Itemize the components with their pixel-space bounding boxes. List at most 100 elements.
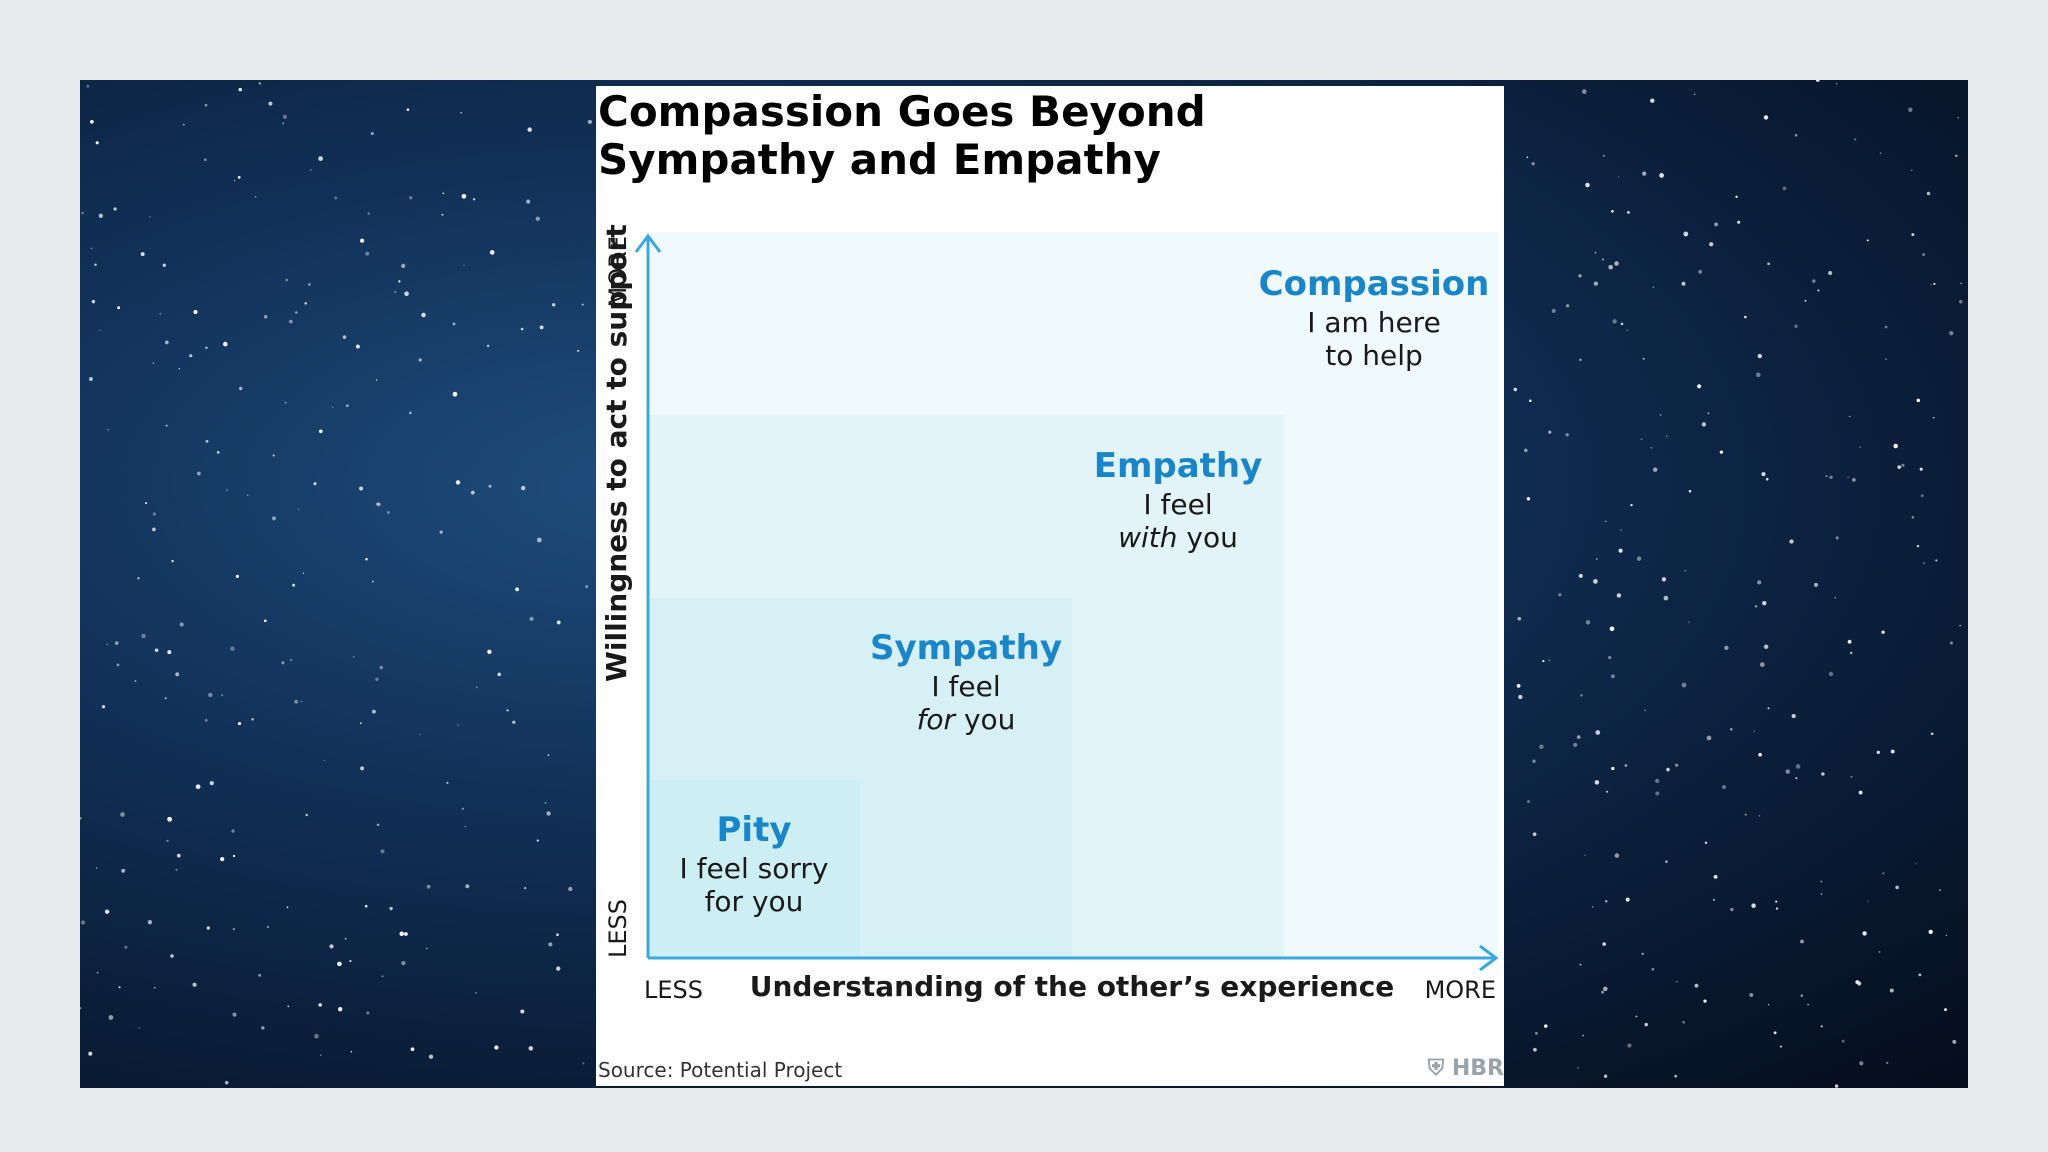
star [308,283,311,286]
star [231,829,235,833]
star [204,103,208,107]
star [1882,872,1885,875]
star [1655,778,1660,784]
brand-mark: ⛨ HBR [1428,1056,1504,1081]
star [380,849,385,854]
star [1762,601,1767,606]
star [1763,115,1769,120]
star [446,781,449,785]
star [1850,776,1853,778]
star [1829,475,1833,480]
star [520,1009,525,1014]
star [536,537,542,543]
level-text-compassion-line2: to help [1325,339,1423,372]
star [137,577,140,580]
star [193,309,198,315]
star [80,816,82,820]
star [1794,324,1798,328]
star [1582,1034,1584,1037]
star [1884,325,1888,329]
star [1602,942,1606,946]
star [1847,639,1852,644]
star [1923,562,1926,565]
star [224,1080,229,1085]
level-text-pity-line2: for you [705,885,804,918]
star [1775,900,1778,903]
star [1681,281,1686,286]
star [349,959,352,963]
star [266,925,269,929]
star [1661,577,1667,582]
star [1659,414,1662,416]
star [1866,239,1869,242]
star [152,362,155,364]
star [268,101,273,106]
star [577,349,580,352]
star [1915,863,1917,865]
star [1532,832,1537,837]
star [1713,898,1715,901]
star [235,574,240,579]
star [121,868,126,873]
shield-icon: ⛨ [1427,1056,1445,1081]
star [1666,767,1670,772]
star [366,1011,370,1015]
star [1922,253,1925,256]
level-text-compassion-line1: I am here [1307,306,1441,339]
star [1815,80,1820,82]
star [1852,478,1856,482]
star [104,909,110,914]
star [465,884,470,889]
star [318,156,323,161]
star [108,1015,114,1020]
star [1767,262,1771,266]
star [457,724,459,726]
compassion-diagram: Pity I feel sorry for you Sympathy I fee… [600,224,1499,1004]
star [461,807,464,810]
star [1859,1061,1864,1066]
star [164,697,167,700]
star [404,932,408,936]
star [221,694,224,697]
star [524,887,527,890]
star [208,692,213,698]
star [204,158,207,162]
star [506,709,509,712]
star [512,720,516,724]
star [170,954,174,958]
star [399,931,404,937]
star [539,325,544,330]
star [520,327,524,331]
star [1595,558,1598,560]
star [494,1045,499,1050]
star [179,622,184,627]
level-text-empathy-line1: I feel [1143,488,1212,521]
star [1611,766,1615,771]
star [1889,988,1894,993]
star [1603,1074,1608,1078]
star [95,141,99,145]
star [1576,735,1581,739]
star [1841,1039,1845,1043]
star [406,108,410,111]
level-text-pity-line1: I feel sorry [680,852,829,885]
star [145,502,148,505]
star [1952,1039,1957,1044]
star [375,379,378,381]
star [1876,750,1880,754]
star [1636,556,1642,561]
star [318,429,323,434]
star [1527,800,1530,803]
star [381,975,384,978]
star [1532,759,1536,763]
star [138,1027,140,1029]
star [355,344,360,349]
y-axis-title: Willingness to act to support [600,224,633,682]
star [1834,1084,1839,1088]
star [470,490,475,495]
star [365,557,368,561]
star [1652,286,1655,288]
star [1916,398,1921,403]
star [1640,438,1643,441]
star [535,216,540,221]
